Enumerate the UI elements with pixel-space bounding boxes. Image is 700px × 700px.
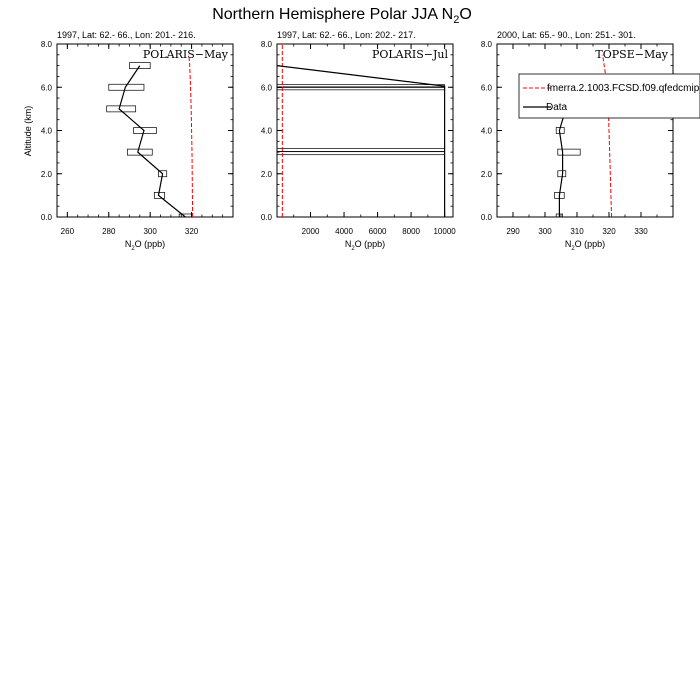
- x-tick-label: 10000: [433, 227, 456, 236]
- x-axis-label-tail: O (ppb): [355, 239, 386, 249]
- y-tick-label: 6.0: [481, 83, 493, 92]
- panel-label: POLARIS−May: [143, 48, 229, 61]
- plot-frame: [56, 43, 234, 218]
- panels-layer: 1997, Lat: 62.- 66., Lon: 201.- 216. 260 2…: [41, 30, 700, 252]
- legend-box: [518, 73, 700, 119]
- x-axis-label-tail: O (ppb): [135, 239, 166, 249]
- plot-frame: [276, 43, 454, 218]
- obs-range-box: [557, 148, 581, 156]
- obs-range-box: [153, 192, 166, 199]
- plot-area: [277, 44, 446, 217]
- x-axis-label-subscript: 2: [131, 246, 135, 252]
- x-tick-label: 320: [185, 227, 199, 236]
- x-tick-label: 300: [538, 227, 552, 236]
- plot-frame: [496, 43, 674, 218]
- figure-title: Northern Hemisphere Polar JJA N2O: [212, 6, 472, 26]
- figure-title-subscript: 2: [453, 14, 459, 26]
- panel-3: 2000, Lat: 65.- 90., Lon: 251.- 301. 290 3…: [481, 30, 700, 252]
- x-tick-label: 320: [602, 227, 616, 236]
- x-axis-label-subscript: 2: [571, 246, 575, 252]
- panel-label: POLARIS−Jul: [372, 48, 449, 61]
- legend-model-label: fmerra.2.1003.FCSD.f09.qfedcmip.: [547, 83, 700, 94]
- y-tick-label: 6.0: [41, 83, 53, 92]
- obs-series-line: [277, 65, 446, 217]
- x-tick-label: 300: [143, 227, 157, 236]
- y-tick-label: 8.0: [41, 40, 53, 49]
- obs-range-box: [277, 151, 445, 156]
- y-tick-label: 8.0: [481, 40, 493, 49]
- x-tick-label: 310: [570, 227, 584, 236]
- x-axis-label-subscript: 2: [351, 246, 355, 252]
- x-tick-label: 290: [506, 227, 520, 236]
- figure-title-tail: O: [459, 6, 471, 23]
- x-axis-label: N2O (ppb): [125, 239, 165, 252]
- obs-range-box: [129, 62, 151, 69]
- y-tick-label: 8.0: [261, 40, 273, 49]
- legend: fmerra.2.1003.FCSD.f09.qfedcmip. Data: [518, 73, 700, 119]
- y-tick-label: 2.0: [41, 170, 53, 179]
- x-axis-label-tail: O (ppb): [575, 239, 606, 249]
- x-tick-label: 6000: [369, 227, 387, 236]
- x-axis-label-main: N: [345, 239, 352, 249]
- obs-range-box: [108, 83, 145, 91]
- x-axis-label-main: N: [565, 239, 572, 249]
- y-tick-label: 2.0: [261, 170, 273, 179]
- y-tick-label: 4.0: [261, 127, 273, 136]
- x-axis-label: N2O (ppb): [345, 239, 385, 252]
- obs-range-box: [106, 105, 137, 113]
- x-axis-label: N2O (ppb): [565, 239, 605, 252]
- model-series-line: [602, 54, 613, 217]
- y-tick-label: 4.0: [41, 127, 53, 136]
- panel-2: 1997, Lat: 62.- 66., Lon: 202.- 217. 2000…: [261, 30, 456, 252]
- x-axis-label-main: N: [125, 239, 132, 249]
- y-axis-label: Altitude (km): [23, 106, 33, 157]
- panel-1: 1997, Lat: 62.- 66., Lon: 201.- 216. 260 2…: [41, 30, 234, 252]
- model-series-line: [188, 54, 194, 217]
- x-tick-label: 4000: [335, 227, 353, 236]
- obs-range-box: [127, 148, 153, 156]
- y-tick-label: 6.0: [261, 83, 273, 92]
- obs-range-box: [133, 127, 157, 134]
- plot-area: [106, 54, 194, 217]
- panel-subtitle: 2000, Lat: 65.- 90., Lon: 251.- 301.: [497, 30, 636, 40]
- y-tick-label: 2.0: [481, 170, 493, 179]
- y-tick-label: 0.0: [41, 213, 53, 222]
- y-tick-label: 0.0: [481, 213, 493, 222]
- panel-subtitle: 1997, Lat: 62.- 66., Lon: 201.- 216.: [57, 30, 196, 40]
- obs-range-box: [277, 86, 445, 91]
- x-tick-label: 260: [61, 227, 75, 236]
- legend-obs-label: Data: [546, 102, 568, 113]
- obs-series-line: [118, 65, 186, 217]
- obs-range-box: [178, 213, 192, 217]
- x-tick-label: 330: [634, 227, 648, 236]
- x-tick-label: 8000: [402, 227, 420, 236]
- obs-range-box: [277, 148, 445, 152]
- x-tick-label: 2000: [302, 227, 320, 236]
- figure-title-main: Northern Hemisphere Polar JJA N: [212, 6, 453, 23]
- y-tick-label: 0.0: [261, 213, 273, 222]
- x-tick-label: 280: [102, 227, 116, 236]
- panel-subtitle: 1997, Lat: 62.- 66., Lon: 202.- 217.: [277, 30, 416, 40]
- panel-label: TOPSE−May: [595, 48, 668, 61]
- obs-range-box: [277, 84, 445, 89]
- y-tick-label: 4.0: [481, 127, 493, 136]
